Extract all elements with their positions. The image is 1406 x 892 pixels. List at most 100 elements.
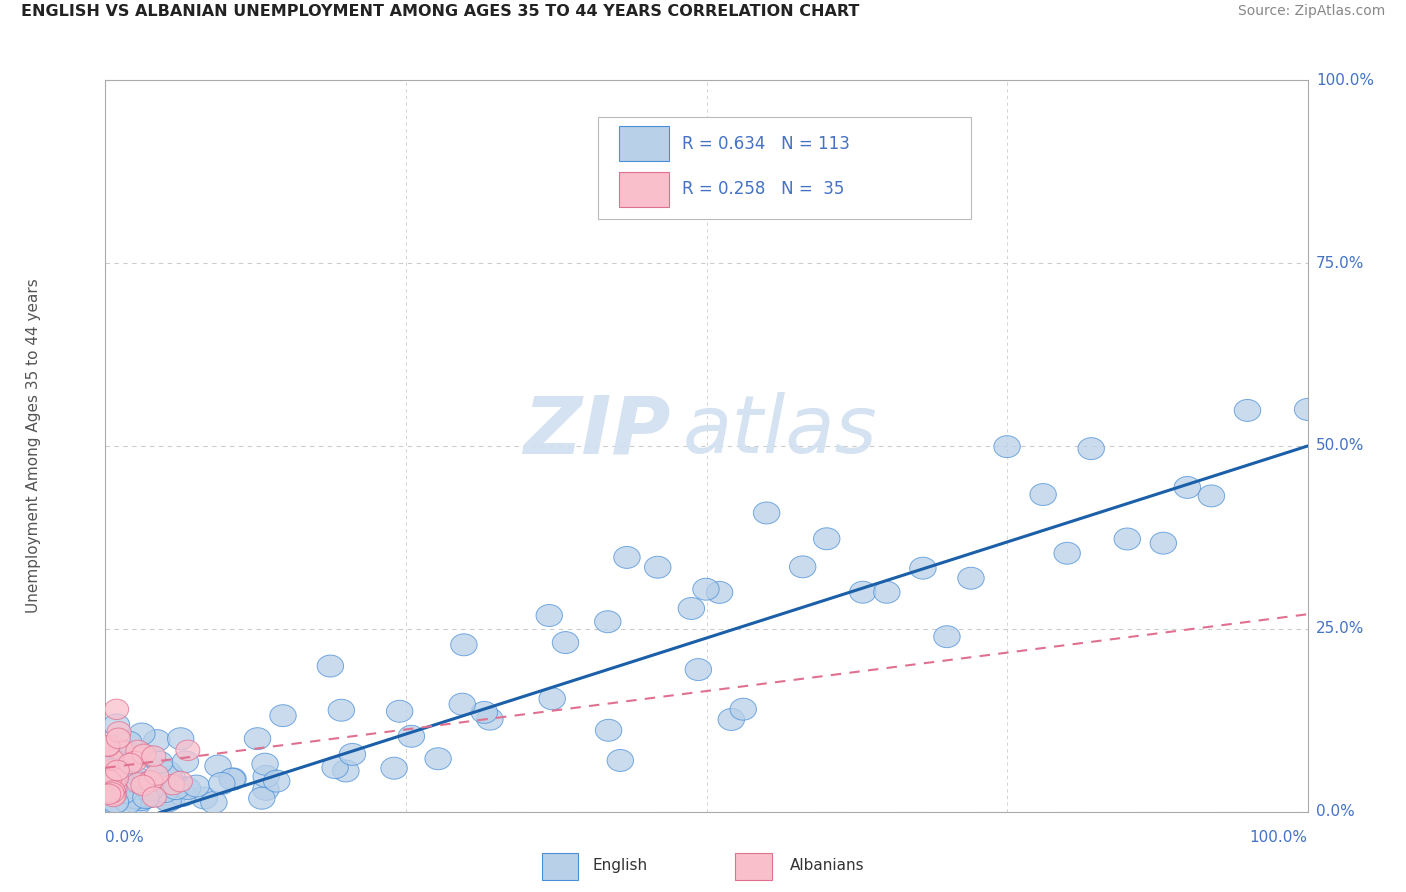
Ellipse shape	[163, 778, 188, 799]
Text: R = 0.258   N =  35: R = 0.258 N = 35	[682, 180, 845, 198]
Ellipse shape	[107, 722, 131, 742]
Ellipse shape	[1150, 533, 1177, 554]
Ellipse shape	[94, 772, 121, 794]
Ellipse shape	[1174, 476, 1201, 499]
Text: 100.0%: 100.0%	[1316, 73, 1374, 87]
Ellipse shape	[129, 723, 155, 745]
Ellipse shape	[538, 688, 565, 710]
Ellipse shape	[103, 767, 127, 788]
Ellipse shape	[873, 582, 900, 603]
Ellipse shape	[183, 775, 209, 797]
FancyBboxPatch shape	[735, 853, 772, 880]
Text: 75.0%: 75.0%	[1316, 256, 1364, 270]
Ellipse shape	[678, 598, 704, 619]
Ellipse shape	[98, 772, 122, 792]
Ellipse shape	[103, 775, 128, 797]
Ellipse shape	[614, 547, 640, 568]
Ellipse shape	[339, 743, 366, 765]
Ellipse shape	[252, 753, 278, 775]
Ellipse shape	[145, 764, 169, 785]
Text: Source: ZipAtlas.com: Source: ZipAtlas.com	[1237, 4, 1385, 19]
Ellipse shape	[125, 768, 152, 789]
Ellipse shape	[994, 435, 1021, 458]
Ellipse shape	[849, 582, 876, 603]
Ellipse shape	[104, 699, 128, 720]
Ellipse shape	[146, 751, 173, 773]
Ellipse shape	[328, 699, 354, 722]
Ellipse shape	[263, 770, 290, 792]
Ellipse shape	[143, 778, 170, 800]
Ellipse shape	[451, 634, 477, 656]
Ellipse shape	[910, 558, 936, 579]
Ellipse shape	[155, 790, 181, 812]
Ellipse shape	[205, 755, 231, 777]
Ellipse shape	[125, 740, 150, 761]
Ellipse shape	[138, 771, 162, 791]
Ellipse shape	[122, 787, 149, 809]
Ellipse shape	[142, 746, 166, 766]
Ellipse shape	[139, 771, 163, 791]
Text: 50.0%: 50.0%	[1316, 439, 1364, 453]
Ellipse shape	[754, 502, 780, 524]
Ellipse shape	[1295, 399, 1320, 420]
FancyBboxPatch shape	[541, 853, 578, 880]
Text: 0.0%: 0.0%	[1316, 805, 1354, 819]
Ellipse shape	[159, 766, 186, 788]
Ellipse shape	[169, 772, 193, 792]
Ellipse shape	[100, 749, 124, 770]
Ellipse shape	[387, 700, 413, 723]
Ellipse shape	[160, 774, 184, 795]
Ellipse shape	[536, 605, 562, 626]
Text: English: English	[593, 858, 648, 872]
FancyBboxPatch shape	[599, 117, 972, 219]
Text: Unemployment Among Ages 35 to 44 years: Unemployment Among Ages 35 to 44 years	[25, 278, 41, 614]
Ellipse shape	[101, 793, 128, 815]
Ellipse shape	[97, 779, 124, 800]
Ellipse shape	[120, 785, 146, 807]
Ellipse shape	[103, 778, 127, 798]
Ellipse shape	[111, 771, 138, 792]
Ellipse shape	[477, 708, 503, 731]
FancyBboxPatch shape	[619, 127, 669, 161]
Ellipse shape	[208, 772, 235, 795]
Ellipse shape	[471, 701, 498, 723]
Ellipse shape	[115, 731, 142, 753]
Ellipse shape	[607, 749, 634, 772]
Ellipse shape	[118, 754, 142, 773]
Ellipse shape	[1078, 438, 1105, 459]
Ellipse shape	[153, 788, 180, 810]
Ellipse shape	[115, 792, 142, 814]
Ellipse shape	[595, 719, 621, 741]
Ellipse shape	[97, 770, 121, 790]
Ellipse shape	[122, 784, 149, 805]
Ellipse shape	[167, 728, 194, 749]
Ellipse shape	[105, 760, 129, 780]
Ellipse shape	[122, 751, 148, 772]
Ellipse shape	[253, 779, 280, 800]
Ellipse shape	[155, 783, 180, 805]
Ellipse shape	[270, 705, 297, 727]
Ellipse shape	[127, 747, 150, 767]
Ellipse shape	[122, 743, 148, 764]
Ellipse shape	[143, 784, 170, 805]
Ellipse shape	[219, 768, 246, 789]
Ellipse shape	[97, 760, 121, 780]
Ellipse shape	[201, 791, 228, 814]
Ellipse shape	[449, 693, 475, 715]
Ellipse shape	[142, 779, 169, 800]
Ellipse shape	[94, 740, 121, 763]
Ellipse shape	[103, 785, 127, 805]
Ellipse shape	[245, 728, 271, 749]
Ellipse shape	[101, 771, 128, 792]
Ellipse shape	[101, 786, 125, 806]
Ellipse shape	[814, 528, 839, 549]
Ellipse shape	[155, 761, 181, 783]
Ellipse shape	[97, 784, 121, 805]
Ellipse shape	[110, 740, 134, 761]
Ellipse shape	[125, 792, 152, 814]
Ellipse shape	[94, 759, 121, 780]
Ellipse shape	[142, 787, 166, 807]
Text: 0.0%: 0.0%	[105, 830, 145, 845]
Ellipse shape	[322, 756, 349, 779]
Ellipse shape	[138, 779, 165, 801]
